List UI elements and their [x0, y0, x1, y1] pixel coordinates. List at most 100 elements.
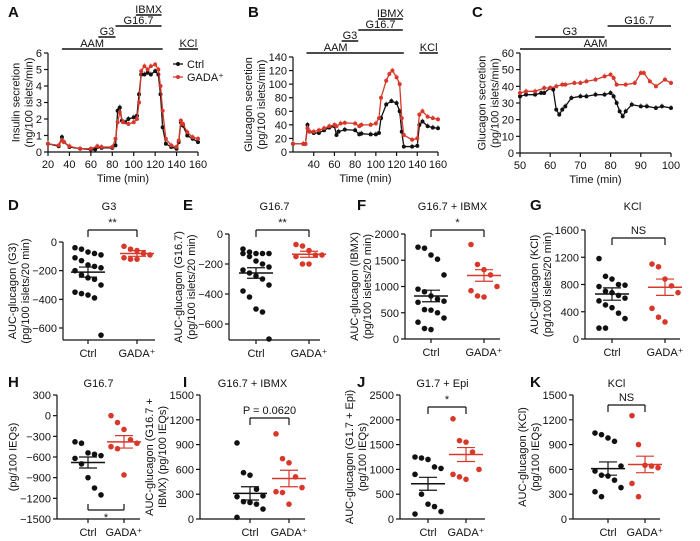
y-tick-label: 1 [36, 131, 42, 143]
data-point [117, 110, 122, 115]
data-point-ctrl [72, 289, 78, 295]
data-point-ctrl [91, 451, 98, 458]
data-point [430, 116, 435, 121]
panel-d: D 0 −200 −400 −600 Ctrl GADA⁺ G3 AUC-glucagon (G… [7, 197, 156, 360]
panel-letter: C [472, 4, 483, 21]
treatment-label: G16.7 [624, 15, 654, 27]
data-point-ctrl [253, 250, 259, 257]
data-point [46, 141, 50, 146]
data-point [602, 74, 607, 79]
data-point [623, 82, 628, 87]
data-point-ctrl [240, 288, 246, 294]
data-point-ctrl [266, 282, 272, 288]
x-tick-label: 50 [514, 160, 526, 172]
data-point [533, 89, 538, 94]
data-point [153, 62, 158, 67]
y-tick-label: −200 [198, 259, 223, 271]
x-tick-label: Ctrl [599, 527, 616, 539]
data-point [560, 82, 565, 87]
data-point-ctrl [602, 273, 609, 280]
data-point [353, 128, 358, 133]
data-point [593, 77, 598, 82]
data-point-ctrl [72, 254, 78, 261]
data-point-gada [299, 484, 305, 491]
data-point [669, 106, 673, 110]
data-point [548, 86, 553, 90]
data-point [518, 94, 522, 99]
legend-marker [176, 75, 180, 79]
data-point-ctrl [598, 493, 605, 500]
data-point-gada [481, 294, 487, 300]
data-point [359, 131, 364, 136]
data-point [67, 144, 72, 149]
y-tick-label: 500 [381, 308, 399, 320]
treatment-label: KCl [420, 42, 438, 54]
data-point-gada [293, 241, 299, 248]
data-point [181, 121, 185, 126]
y-tick-label: 0 [36, 147, 42, 159]
data-point [142, 64, 147, 69]
data-point [417, 112, 422, 117]
data-point [436, 126, 440, 131]
data-point-ctrl [246, 253, 253, 260]
y-tick-label: 40 [275, 120, 287, 132]
panel-e: E 0 −200 −400 −600 Ctrl GADA⁺ G16.7 AUC-glucagon… [173, 197, 328, 360]
y-tick-label: 1000 [370, 464, 394, 476]
data-point-ctrl [596, 255, 602, 262]
data-point [653, 84, 658, 89]
data-point-ctrl [234, 514, 240, 521]
y-tick-label: 5 [36, 65, 42, 77]
data-point [131, 115, 136, 120]
data-point [647, 79, 652, 84]
treatment-label: IBMX [135, 4, 163, 16]
data-point [617, 109, 622, 114]
x-tick-label: 40 [308, 159, 320, 171]
x-tick-label: 40 [63, 159, 75, 171]
data-point [608, 91, 613, 95]
data-point [425, 114, 430, 119]
y-tick-label: −600 [198, 319, 223, 331]
y-tick-label: −400 [32, 294, 57, 306]
data-point [669, 81, 673, 85]
y-tick-label: 600 [176, 464, 194, 476]
panel-title: G16.7 [84, 378, 114, 390]
data-point-ctrl [247, 499, 253, 506]
data-point [322, 126, 327, 131]
data-point [611, 76, 616, 80]
panel-g: G 0 400 800 1200 1600 Ctrl GADA⁺ KCl AUC-glucagon… [529, 197, 684, 359]
data-point [394, 101, 399, 106]
data-point-ctrl [85, 249, 91, 255]
panel-letter: K [530, 374, 541, 391]
data-point [174, 145, 179, 150]
treatment-label: G3 [100, 26, 115, 38]
data-point-ctrl [418, 491, 425, 498]
y-axis-label-line: Glucagon secretion [476, 56, 488, 151]
data-point-gada [494, 283, 500, 290]
data-point-gada [468, 287, 474, 294]
data-point [178, 118, 183, 123]
series-line-gada [519, 72, 672, 94]
legend-label: GADA⁺ [187, 72, 224, 84]
x-tick-label: 120 [387, 159, 405, 171]
data-point-gada [121, 426, 127, 433]
data-point-ctrl [434, 309, 441, 316]
data-point-ctrl [622, 282, 628, 288]
panel-k: K 0 300 600 900 1200 1500 Ctrl GADA⁺ KCl AUC-gluca… [517, 374, 664, 539]
y-axis-label-line: (pg/100 islets/20 min) [20, 238, 32, 343]
x-tick-label: 140 [408, 159, 426, 171]
data-point-ctrl [266, 264, 272, 270]
data-point-ctrl [415, 244, 421, 250]
data-point [169, 143, 174, 148]
data-point [401, 133, 406, 138]
data-point [62, 140, 67, 145]
data-point [389, 99, 394, 104]
panel-h: H 300 0 −300 −600 −900 −1200 −1500 Ctrl GADA⁺ G16.… [8, 374, 143, 539]
data-point [126, 117, 131, 121]
y-axis-label-line: (pg/100 islets/20 min) [186, 234, 198, 339]
y-tick-label: 800 [561, 280, 579, 292]
data-point-ctrl [609, 276, 615, 282]
data-point [156, 67, 161, 72]
data-point-gada [273, 431, 279, 437]
y-axis-label-line: (ng/100 islets/min) [24, 58, 36, 148]
y-tick-label: −1500 [20, 514, 51, 526]
